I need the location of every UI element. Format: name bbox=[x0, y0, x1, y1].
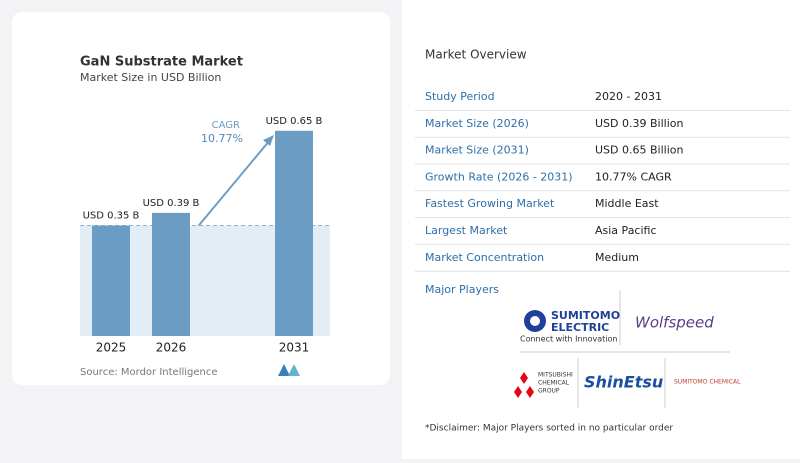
overview-value: Medium bbox=[595, 251, 639, 264]
wolfspeed-logo: Wolfspeed bbox=[635, 314, 714, 332]
sumitomo-chemical-logo: SUMITOMO CHEMICAL bbox=[674, 379, 741, 386]
arrow-head bbox=[263, 135, 274, 146]
overview-panel bbox=[402, 0, 800, 459]
value-label: USD 0.35 B bbox=[83, 211, 140, 222]
logo-text: CHEMICAL bbox=[538, 380, 570, 387]
mitsubishi-logo: MITSUBISHI CHEMICAL GROUP bbox=[514, 372, 573, 398]
x-tick-label: 2025 bbox=[96, 341, 127, 355]
bar bbox=[92, 225, 130, 336]
overview-label: Market Size (2026) bbox=[425, 117, 529, 130]
cagr-label: CAGR bbox=[212, 120, 240, 131]
value-label: USD 0.65 B bbox=[266, 116, 323, 127]
overview-value: Middle East bbox=[595, 197, 659, 210]
overview-label: Market Size (2031) bbox=[425, 144, 529, 157]
overview-value: USD 0.65 Billion bbox=[595, 144, 683, 157]
bar bbox=[275, 130, 313, 336]
source: Source: Mordor Intelligence bbox=[80, 367, 218, 378]
players-title: Major Players bbox=[425, 283, 499, 296]
overview-value: USD 0.39 Billion bbox=[595, 117, 683, 130]
logo-text: GROUP bbox=[538, 388, 560, 395]
logo-text: MITSUBISHI bbox=[538, 372, 573, 379]
value-label: USD 0.39 B bbox=[143, 198, 200, 209]
logo-text: Connect with Innovation bbox=[520, 335, 618, 344]
chart-subtitle: Market Size in USD Billion bbox=[80, 71, 221, 84]
brand-logo bbox=[278, 364, 300, 376]
cagr-value: 10.77% bbox=[201, 132, 243, 145]
overview-value: Asia Pacific bbox=[595, 224, 657, 237]
bar bbox=[152, 212, 190, 336]
overview-label: Market Concentration bbox=[425, 251, 544, 264]
logo-text: ELECTRIC bbox=[551, 321, 609, 334]
x-tick-label: 2026 bbox=[156, 341, 187, 355]
shinetsu-logo: ShinEtsu bbox=[584, 373, 663, 392]
overview-label: Fastest Growing Market bbox=[425, 197, 555, 210]
overview-label: Study Period bbox=[425, 90, 495, 103]
cagr-arrow bbox=[194, 139, 271, 231]
overview-label: Growth Rate (2026 - 2031) bbox=[425, 170, 573, 183]
chart-title: GaN Substrate Market bbox=[80, 55, 243, 70]
sumitomo-electric-logo: SUMITOMO ELECTRIC Connect with Innovatio… bbox=[520, 309, 620, 344]
overview-value: 2020 - 2031 bbox=[595, 90, 662, 103]
logo-text: SUMITOMO bbox=[551, 309, 620, 322]
overview-label: Largest Market bbox=[425, 224, 508, 237]
disclaimer: *Disclaimer: Major Players sorted in no … bbox=[425, 424, 673, 434]
overview-value: 10.77% CAGR bbox=[595, 170, 672, 183]
overview-title: Market Overview bbox=[425, 48, 527, 62]
x-tick-label: 2031 bbox=[279, 341, 310, 355]
